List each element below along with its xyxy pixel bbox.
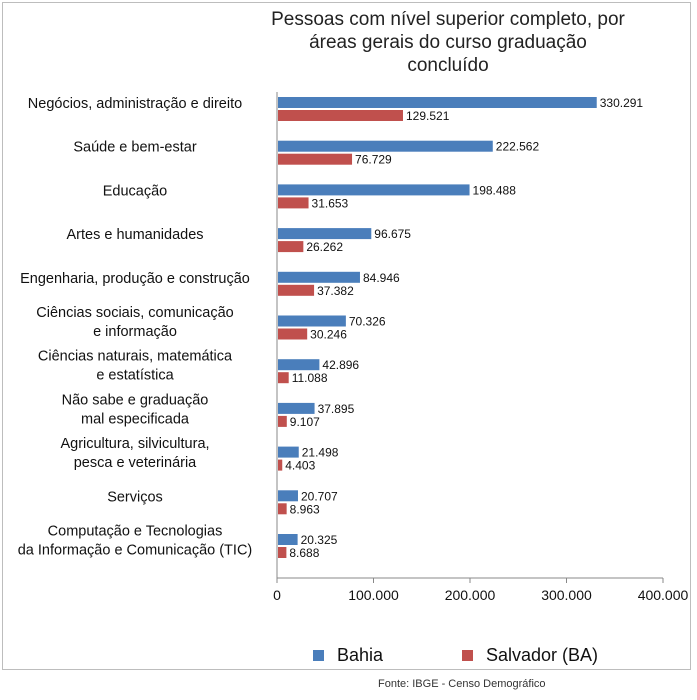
chart-title-line: Pessoas com nível superior completo, por bbox=[271, 9, 625, 30]
category-label-line: Engenharia, produção e construção bbox=[20, 271, 250, 287]
category-label-line: pesca e veterinária bbox=[74, 455, 197, 471]
data-label-bahia: 42.896 bbox=[322, 358, 359, 372]
legend-label-salvador: Salvador (BA) bbox=[486, 645, 598, 665]
category-label: Serviços bbox=[107, 489, 163, 505]
data-label-bahia: 96.675 bbox=[374, 227, 411, 241]
data-label-salvador: 30.246 bbox=[310, 328, 347, 342]
bar-bahia bbox=[278, 446, 299, 458]
data-label-bahia: 198.488 bbox=[473, 183, 517, 197]
data-label-salvador: 8.963 bbox=[290, 502, 320, 516]
bar-salvador bbox=[278, 284, 315, 296]
data-label-salvador: 76.729 bbox=[355, 153, 392, 167]
data-label-bahia: 21.498 bbox=[302, 446, 339, 460]
data-label-salvador: 8.688 bbox=[289, 546, 319, 560]
category-label: Negócios, administração e direito bbox=[28, 96, 242, 112]
category-label-line: Educação bbox=[103, 183, 168, 199]
category-label-line: da Informação e Comunicação (TIC) bbox=[18, 543, 253, 559]
x-tick-label: 100.000 bbox=[348, 587, 399, 603]
category-label: Educação bbox=[103, 183, 168, 199]
bar-salvador bbox=[278, 547, 287, 558]
bar-bahia bbox=[278, 534, 298, 545]
bar-bahia bbox=[278, 228, 372, 240]
chart-border bbox=[2, 2, 691, 670]
legend-label-bahia: Bahia bbox=[337, 645, 384, 665]
legend-swatch-salvador bbox=[462, 650, 473, 661]
bar-bahia bbox=[278, 271, 360, 283]
category-label-line: Ciências sociais, comunicação bbox=[36, 305, 233, 321]
bar-bahia bbox=[278, 490, 298, 502]
data-label-bahia: 37.895 bbox=[318, 402, 355, 416]
data-label-salvador: 4.403 bbox=[285, 459, 315, 473]
bar-bahia bbox=[278, 140, 493, 152]
bar-salvador bbox=[278, 503, 287, 515]
legend-swatch-bahia bbox=[313, 650, 324, 661]
data-label-salvador: 37.382 bbox=[317, 284, 354, 298]
x-tick-label: 300.000 bbox=[541, 587, 592, 603]
data-label-bahia: 330.291 bbox=[600, 96, 644, 110]
category-label: Computação e Tecnologias da Informação e … bbox=[18, 524, 253, 559]
category-label: Engenharia, produção e construção bbox=[20, 271, 250, 287]
category-label-line: Computação e Tecnologias bbox=[48, 524, 223, 540]
category-label-line: Artes e humanidades bbox=[66, 227, 203, 243]
category-label-line: Ciências naturais, matemática bbox=[38, 349, 233, 365]
category-label-line: e estatística bbox=[96, 368, 174, 384]
category-label: Saúde e bem-estar bbox=[73, 140, 196, 156]
category-label: Agricultura, silvicultura, pesca e veteri… bbox=[60, 436, 209, 471]
category-label: Artes e humanidades bbox=[66, 227, 203, 243]
x-tick-label: 400.000 bbox=[638, 587, 689, 603]
bar-bahia bbox=[278, 184, 470, 196]
data-label-bahia: 222.562 bbox=[496, 140, 540, 154]
category-label: Não sabe e graduação mal especificada bbox=[62, 392, 209, 427]
data-label-salvador: 31.653 bbox=[312, 196, 349, 210]
bar-bahia bbox=[278, 359, 320, 371]
bar-salvador bbox=[278, 153, 353, 165]
source-note: Fonte: IBGE - Censo Demográfico bbox=[378, 678, 546, 690]
bar-salvador bbox=[278, 372, 289, 384]
data-label-bahia: 20.707 bbox=[301, 489, 338, 503]
category-label-line: Serviços bbox=[107, 489, 163, 505]
data-label-salvador: 11.088 bbox=[292, 371, 328, 385]
data-label-salvador: 9.107 bbox=[290, 415, 320, 429]
data-label-bahia: 84.946 bbox=[363, 271, 400, 285]
category-label-line: mal especificada bbox=[81, 411, 190, 427]
data-label-bahia: 70.326 bbox=[349, 315, 386, 329]
bar-salvador bbox=[278, 110, 403, 121]
category-label-line: Não sabe e graduação bbox=[62, 392, 209, 408]
x-tick-label: 200.000 bbox=[445, 587, 496, 603]
x-tick-label: 0 bbox=[273, 587, 281, 603]
bar-bahia bbox=[278, 97, 597, 108]
category-label: Ciências sociais, comunicação e informaçã… bbox=[36, 305, 233, 340]
data-label-bahia: 20.325 bbox=[301, 533, 338, 547]
bar-salvador bbox=[278, 241, 304, 253]
category-label: Ciências naturais, matemática e estatísti… bbox=[38, 349, 233, 384]
category-label-line: Negócios, administração e direito bbox=[28, 96, 242, 112]
category-label-line: Agricultura, silvicultura, bbox=[60, 436, 209, 452]
data-label-salvador: 129.521 bbox=[406, 109, 450, 123]
bar-salvador bbox=[278, 197, 309, 209]
data-label-salvador: 26.262 bbox=[306, 240, 343, 254]
category-label-line: e informação bbox=[93, 324, 177, 340]
category-label-line: Saúde e bem-estar bbox=[73, 140, 196, 156]
bar-salvador bbox=[278, 459, 283, 471]
bar-salvador bbox=[278, 415, 287, 427]
chart-title-line: áreas gerais do curso graduação bbox=[309, 32, 587, 53]
bar-bahia bbox=[278, 315, 346, 327]
bar-bahia bbox=[278, 402, 315, 414]
chart-title-line: concluído bbox=[407, 55, 488, 76]
bar-salvador bbox=[278, 328, 308, 340]
